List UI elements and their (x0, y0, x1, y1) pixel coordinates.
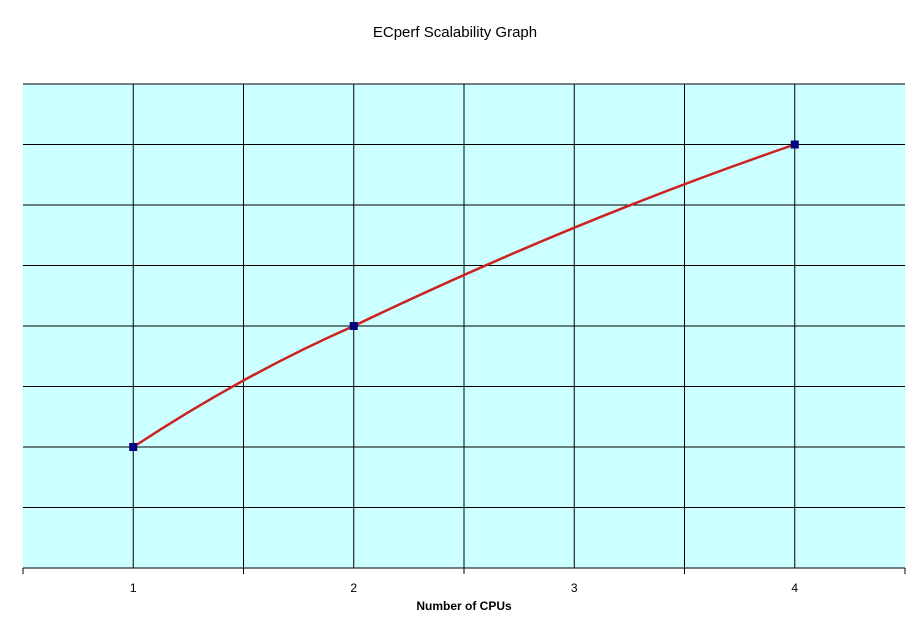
x-axis: 1 2 3 4 (22, 567, 906, 595)
x-tick-label: 1 (130, 581, 137, 595)
data-point-marker (349, 322, 358, 330)
chart-title: ECperf Scalability Graph (373, 24, 537, 41)
data-point-marker (790, 140, 799, 149)
data-point-marker (129, 443, 138, 451)
x-tick-label: 4 (791, 581, 798, 595)
x-axis-label: Number of CPUs (416, 599, 512, 613)
series-line (132, 143, 796, 449)
x-tick-label: 3 (571, 581, 578, 595)
x-tick-label: 2 (350, 581, 357, 595)
series-group (129, 140, 799, 451)
